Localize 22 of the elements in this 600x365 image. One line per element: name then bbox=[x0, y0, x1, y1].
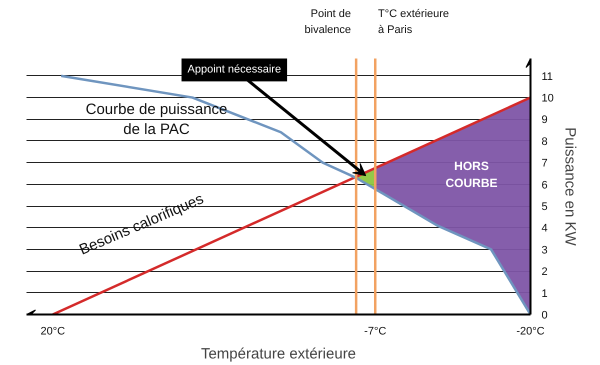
y-tick-label: 2 bbox=[542, 266, 548, 278]
y-tick-label: 4 bbox=[542, 222, 548, 235]
y-tick-label: 5 bbox=[542, 201, 548, 214]
y-tick-label: 0 bbox=[542, 310, 548, 322]
annotation: Courbe de puissance de la PAC bbox=[86, 100, 228, 138]
x-tick-label: -7°C bbox=[364, 326, 386, 338]
y-tick-label: 3 bbox=[542, 244, 548, 256]
annotation: HORS COURBE bbox=[446, 159, 498, 190]
x-tick-label: -20°C bbox=[516, 326, 545, 338]
y-tick-label: 11 bbox=[542, 70, 553, 83]
y-tick-label: 8 bbox=[542, 136, 548, 148]
y-axis-title: Puissance en KW bbox=[562, 127, 579, 247]
y-tick-label: 6 bbox=[542, 179, 548, 192]
y-tick-label: 9 bbox=[542, 114, 548, 126]
x-tick-label: 20°C bbox=[40, 326, 66, 338]
x-axis-title: Température extérieure bbox=[200, 346, 356, 362]
ref-line-label: Point de bivalence bbox=[304, 7, 351, 38]
y-tick-label: 10 bbox=[542, 92, 554, 105]
ref-line-label: T°C extérieure à Paris bbox=[378, 7, 450, 38]
annotation: Appoint nécessaire bbox=[188, 63, 282, 76]
y-tick-label: 1 bbox=[542, 288, 548, 300]
y-tick-label: 7 bbox=[542, 158, 548, 170]
